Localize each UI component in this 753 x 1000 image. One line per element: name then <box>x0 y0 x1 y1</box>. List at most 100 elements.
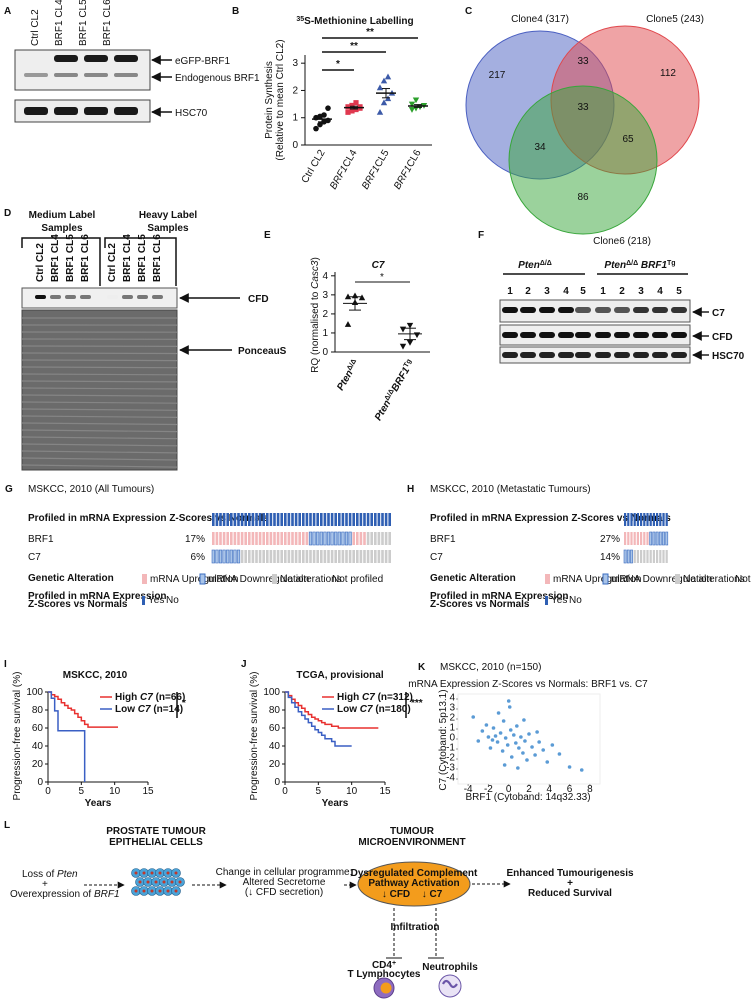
band-label: HSC70 <box>712 351 745 362</box>
cell <box>316 513 319 526</box>
cell <box>305 550 309 563</box>
y-tick-label: 80 <box>32 705 44 716</box>
percent: 17% <box>185 534 205 545</box>
survival-curve <box>285 691 379 729</box>
nucleus <box>166 889 170 893</box>
band <box>114 73 138 77</box>
cell <box>345 550 348 563</box>
point <box>344 293 352 300</box>
cell <box>312 550 316 563</box>
cell <box>222 532 226 545</box>
cause: + <box>42 879 48 890</box>
legend-label: Not profiled <box>332 574 383 585</box>
legend-label: Low C7 (n=180) <box>337 704 411 715</box>
cell <box>377 550 381 563</box>
point <box>408 101 416 108</box>
cell <box>627 513 630 526</box>
gene-label: C7 <box>430 552 443 563</box>
point <box>523 739 527 743</box>
point <box>533 753 537 757</box>
band <box>35 295 46 299</box>
group-label: PtenΔ/Δ BRF1Tg <box>604 260 675 272</box>
band <box>54 55 78 62</box>
nucleus <box>174 889 178 893</box>
point <box>550 743 555 747</box>
survival-curve <box>285 691 352 747</box>
legend-label-part: High <box>337 692 362 703</box>
band-label: CFD <box>712 332 733 343</box>
tcell-part: T Lymphocytes <box>348 969 421 980</box>
legend-label-part: C7 <box>362 692 375 703</box>
band-label: CFD <box>248 294 269 305</box>
point <box>376 84 384 91</box>
point <box>491 726 496 730</box>
legend-label: No <box>569 595 582 606</box>
cell <box>255 532 258 545</box>
point <box>525 758 529 762</box>
legend-label-part: C7 <box>138 704 151 715</box>
bracket <box>21 237 101 286</box>
cell <box>341 531 345 546</box>
y-tick-label: 1 <box>292 113 298 124</box>
point <box>484 723 489 727</box>
cell <box>374 532 377 545</box>
cell <box>262 550 265 563</box>
cell <box>305 513 309 526</box>
y-tick-label: 40 <box>269 741 281 752</box>
cell <box>255 550 258 563</box>
stain <box>21 366 178 369</box>
cell <box>312 513 316 526</box>
cell <box>287 513 291 526</box>
y-tick-label: 1 <box>322 328 328 339</box>
cell <box>330 550 334 563</box>
band <box>152 295 163 299</box>
heading: PROSTATE TUMOUR <box>106 826 206 837</box>
cell <box>381 550 384 563</box>
cell <box>643 513 646 526</box>
point <box>476 739 481 743</box>
x-axis-label: Years <box>322 798 349 809</box>
band-label: HSC70 <box>175 108 208 119</box>
cell <box>652 513 655 526</box>
lane-label: BRF1 CL4 <box>54 0 65 46</box>
point <box>349 102 355 109</box>
point <box>325 105 331 111</box>
lane-label: 2 <box>525 286 531 297</box>
region-count: 112 <box>660 68 676 79</box>
cell <box>294 532 298 545</box>
y-tick-label: 40 <box>32 741 44 752</box>
cell <box>323 513 327 526</box>
cell <box>630 513 633 526</box>
point <box>515 724 519 728</box>
y-tick-label: -4 <box>446 773 455 784</box>
cell <box>370 513 373 526</box>
legend-title: Genetic Alteration <box>28 573 114 584</box>
x-tick-label: 10 <box>109 786 121 797</box>
region-count: 33 <box>577 56 589 67</box>
cell <box>276 532 280 545</box>
x-tick-label: PtenΔ/ΔBRF1Tg <box>372 358 416 423</box>
x-tick-label-part: Tg <box>402 358 412 369</box>
outcome: + <box>567 878 573 889</box>
lane-label: 5 <box>676 286 682 297</box>
lane-label: 3 <box>544 286 550 297</box>
cell <box>302 532 305 545</box>
set-label: Clone6 (218) <box>593 236 651 247</box>
band <box>50 295 61 299</box>
cell <box>356 513 359 526</box>
outcome: Reduced Survival <box>528 888 612 899</box>
panel-label: J <box>241 659 247 670</box>
band-label: Endogenous BRF1 <box>175 73 260 84</box>
cell <box>341 550 345 563</box>
y-tick-label: 3 <box>292 58 298 69</box>
cell <box>230 513 233 526</box>
y-axis-label: RQ (normalised to Casc3) <box>310 257 321 373</box>
plot-area <box>457 693 601 785</box>
cell <box>222 549 226 564</box>
lane-label: 4 <box>563 286 569 297</box>
band <box>633 332 649 338</box>
band <box>652 332 668 338</box>
band <box>671 307 687 313</box>
cell <box>633 532 636 545</box>
legend-label: No <box>166 595 179 606</box>
